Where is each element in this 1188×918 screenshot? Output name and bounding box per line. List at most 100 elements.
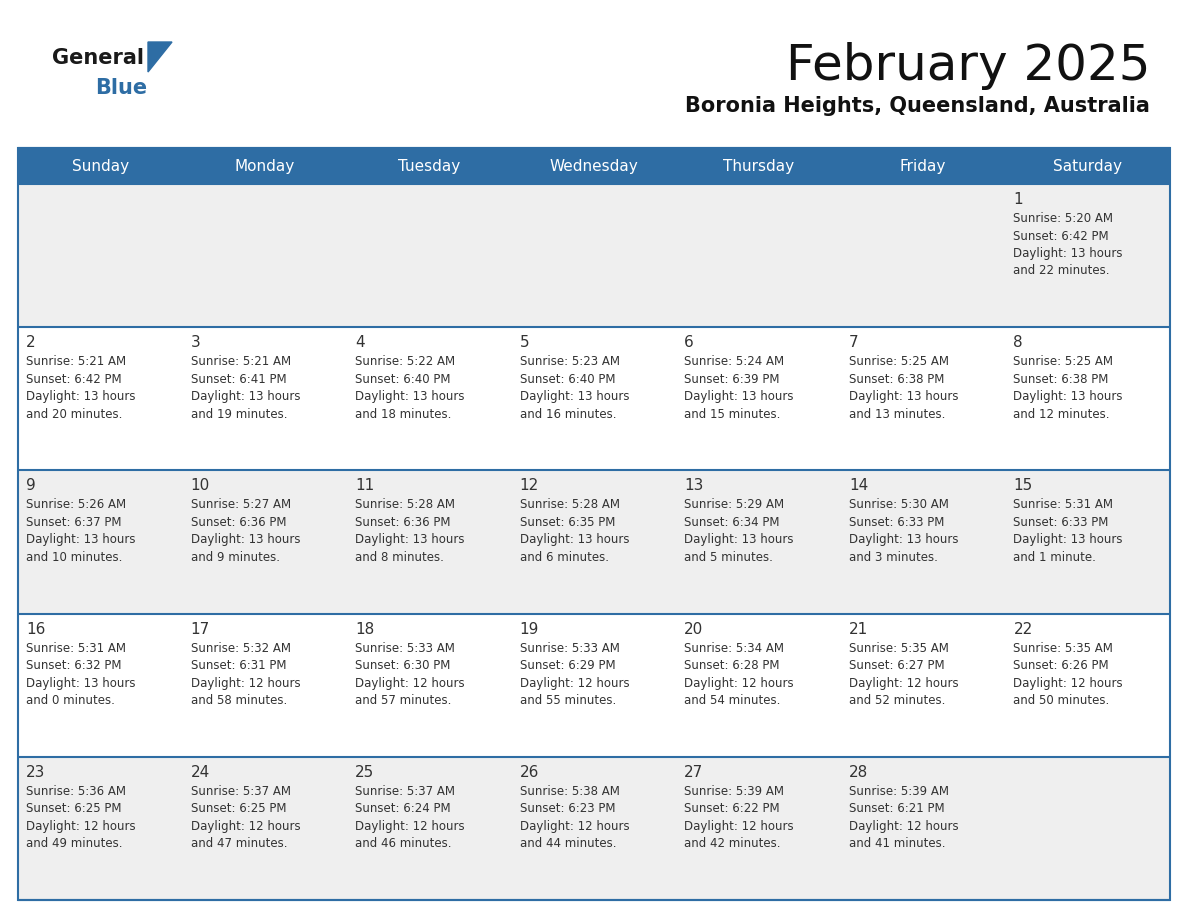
Text: Daylight: 13 hours: Daylight: 13 hours [849,533,959,546]
Text: Daylight: 13 hours: Daylight: 13 hours [1013,247,1123,260]
Text: Sunset: 6:30 PM: Sunset: 6:30 PM [355,659,450,672]
Text: Sunrise: 5:21 AM: Sunrise: 5:21 AM [26,355,126,368]
Text: Blue: Blue [95,78,147,98]
Text: Daylight: 13 hours: Daylight: 13 hours [849,390,959,403]
Text: Daylight: 13 hours: Daylight: 13 hours [519,533,630,546]
Text: 15: 15 [1013,478,1032,493]
Text: Daylight: 12 hours: Daylight: 12 hours [849,677,959,689]
Text: 25: 25 [355,765,374,779]
Text: Sunrise: 5:31 AM: Sunrise: 5:31 AM [26,642,126,655]
Text: 10: 10 [190,478,210,493]
Text: and 9 minutes.: and 9 minutes. [190,551,279,564]
Text: Daylight: 12 hours: Daylight: 12 hours [684,820,794,833]
Text: and 0 minutes.: and 0 minutes. [26,694,115,707]
Text: Sunset: 6:38 PM: Sunset: 6:38 PM [1013,373,1108,386]
Text: and 50 minutes.: and 50 minutes. [1013,694,1110,707]
Text: Sunrise: 5:34 AM: Sunrise: 5:34 AM [684,642,784,655]
Text: Daylight: 12 hours: Daylight: 12 hours [190,677,301,689]
Text: February 2025: February 2025 [785,42,1150,90]
Text: Sunrise: 5:38 AM: Sunrise: 5:38 AM [519,785,620,798]
Text: Friday: Friday [901,159,947,174]
Text: Sunset: 6:40 PM: Sunset: 6:40 PM [519,373,615,386]
Text: Sunset: 6:26 PM: Sunset: 6:26 PM [1013,659,1110,672]
Text: 28: 28 [849,765,868,779]
Text: Wednesday: Wednesday [550,159,638,174]
Text: 14: 14 [849,478,868,493]
Text: and 42 minutes.: and 42 minutes. [684,837,781,850]
Text: Sunrise: 5:29 AM: Sunrise: 5:29 AM [684,498,784,511]
Text: Daylight: 12 hours: Daylight: 12 hours [519,820,630,833]
Text: Sunset: 6:35 PM: Sunset: 6:35 PM [519,516,615,529]
Text: Daylight: 13 hours: Daylight: 13 hours [26,677,135,689]
Text: Sunrise: 5:21 AM: Sunrise: 5:21 AM [190,355,291,368]
Text: Sunset: 6:25 PM: Sunset: 6:25 PM [26,802,121,815]
Text: and 52 minutes.: and 52 minutes. [849,694,946,707]
Text: 16: 16 [26,621,45,636]
Text: Sunset: 6:31 PM: Sunset: 6:31 PM [190,659,286,672]
Text: Daylight: 13 hours: Daylight: 13 hours [190,390,301,403]
Text: Daylight: 13 hours: Daylight: 13 hours [355,390,465,403]
Polygon shape [148,42,172,72]
Text: Sunset: 6:33 PM: Sunset: 6:33 PM [849,516,944,529]
Bar [18,756,1170,900]
Text: Daylight: 12 hours: Daylight: 12 hours [519,677,630,689]
Text: Sunset: 6:33 PM: Sunset: 6:33 PM [1013,516,1108,529]
Text: Daylight: 12 hours: Daylight: 12 hours [684,677,794,689]
Text: and 6 minutes.: and 6 minutes. [519,551,608,564]
Text: and 41 minutes.: and 41 minutes. [849,837,946,850]
Text: and 44 minutes.: and 44 minutes. [519,837,617,850]
Text: Sunrise: 5:23 AM: Sunrise: 5:23 AM [519,355,620,368]
Text: and 15 minutes.: and 15 minutes. [684,408,781,420]
Text: 5: 5 [519,335,530,350]
Text: General: General [52,48,144,68]
Text: and 5 minutes.: and 5 minutes. [684,551,773,564]
Text: 9: 9 [26,478,36,493]
Text: Sunset: 6:41 PM: Sunset: 6:41 PM [190,373,286,386]
Text: Tuesday: Tuesday [398,159,461,174]
Text: and 20 minutes.: and 20 minutes. [26,408,122,420]
Text: Sunrise: 5:37 AM: Sunrise: 5:37 AM [355,785,455,798]
Text: Daylight: 13 hours: Daylight: 13 hours [684,533,794,546]
Text: Daylight: 12 hours: Daylight: 12 hours [1013,677,1123,689]
Text: and 12 minutes.: and 12 minutes. [1013,408,1110,420]
Text: Boronia Heights, Queensland, Australia: Boronia Heights, Queensland, Australia [685,96,1150,116]
Text: 7: 7 [849,335,859,350]
Bar [18,470,1170,613]
Text: Sunset: 6:42 PM: Sunset: 6:42 PM [26,373,121,386]
Text: Sunrise: 5:31 AM: Sunrise: 5:31 AM [1013,498,1113,511]
Text: 27: 27 [684,765,703,779]
Text: Sunrise: 5:39 AM: Sunrise: 5:39 AM [849,785,949,798]
Text: and 58 minutes.: and 58 minutes. [190,694,286,707]
Text: Sunset: 6:29 PM: Sunset: 6:29 PM [519,659,615,672]
Text: Daylight: 12 hours: Daylight: 12 hours [355,820,465,833]
Text: Sunset: 6:40 PM: Sunset: 6:40 PM [355,373,450,386]
Text: 17: 17 [190,621,210,636]
Text: Sunset: 6:32 PM: Sunset: 6:32 PM [26,659,121,672]
Text: Daylight: 13 hours: Daylight: 13 hours [1013,533,1123,546]
Text: and 13 minutes.: and 13 minutes. [849,408,946,420]
Text: and 49 minutes.: and 49 minutes. [26,837,122,850]
Text: and 3 minutes.: and 3 minutes. [849,551,937,564]
Text: and 46 minutes.: and 46 minutes. [355,837,451,850]
Text: 26: 26 [519,765,539,779]
Text: Sunset: 6:36 PM: Sunset: 6:36 PM [355,516,450,529]
Text: Sunrise: 5:32 AM: Sunrise: 5:32 AM [190,642,291,655]
Text: Sunset: 6:25 PM: Sunset: 6:25 PM [190,802,286,815]
Text: Sunset: 6:28 PM: Sunset: 6:28 PM [684,659,779,672]
Text: and 54 minutes.: and 54 minutes. [684,694,781,707]
Text: 19: 19 [519,621,539,636]
Text: and 22 minutes.: and 22 minutes. [1013,264,1110,277]
Text: Sunrise: 5:30 AM: Sunrise: 5:30 AM [849,498,949,511]
Text: 8: 8 [1013,335,1023,350]
Text: Sunset: 6:37 PM: Sunset: 6:37 PM [26,516,121,529]
Text: 6: 6 [684,335,694,350]
Text: Sunset: 6:38 PM: Sunset: 6:38 PM [849,373,944,386]
Text: Daylight: 13 hours: Daylight: 13 hours [26,533,135,546]
Text: Sunrise: 5:28 AM: Sunrise: 5:28 AM [355,498,455,511]
Text: 20: 20 [684,621,703,636]
Bar [18,184,1170,327]
Bar [18,148,1170,184]
Text: Sunset: 6:23 PM: Sunset: 6:23 PM [519,802,615,815]
Text: Sunrise: 5:25 AM: Sunrise: 5:25 AM [849,355,949,368]
Text: 11: 11 [355,478,374,493]
